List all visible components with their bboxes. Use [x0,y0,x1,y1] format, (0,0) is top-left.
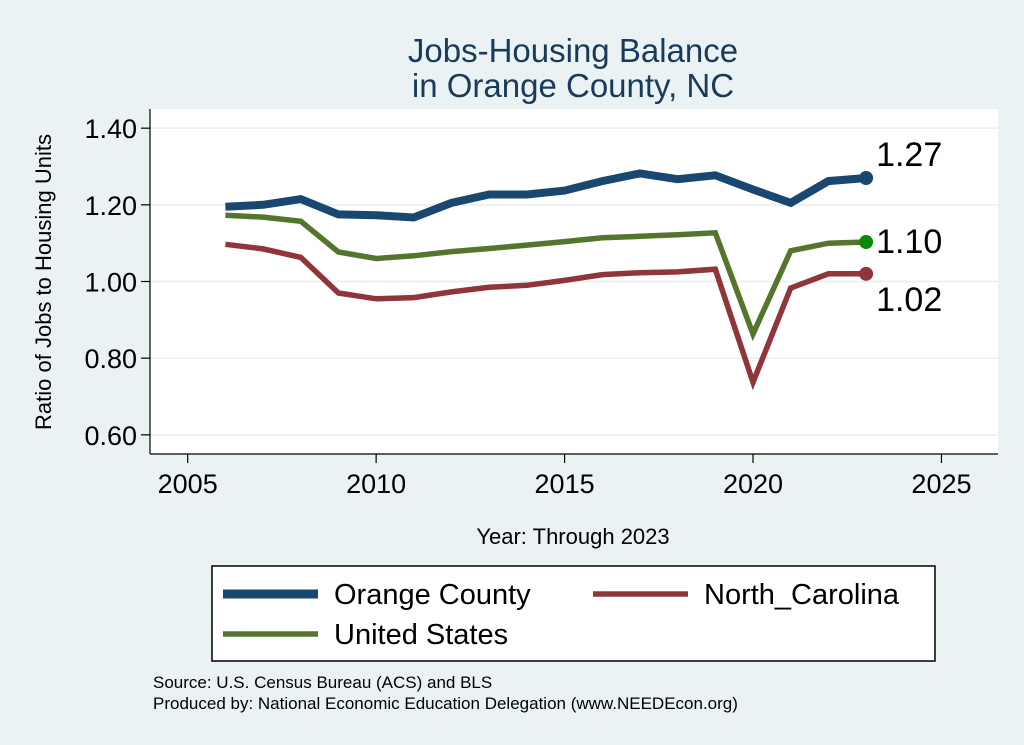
legend-label: United States [334,619,508,651]
end-label: 1.02 [876,281,942,319]
y-tick-label: 1.00 [84,268,137,298]
series-line-north-carolina [225,241,867,391]
y-tick-label: 0.80 [84,344,137,374]
legend-label: Orange County [334,579,531,611]
series-line-orange-county [225,169,867,222]
legend: Orange County North_Carolina United States [223,579,900,651]
source-line: Source: U.S. Census Bureau (ACS) and BLS [153,673,492,692]
series-line-united-states [225,212,867,342]
y-tick-label: 1.40 [84,114,137,144]
legend-label: North_Carolina [704,579,900,611]
produced-by-line: Produced by: National Economic Education… [153,694,738,713]
x-tick-label: 2015 [535,469,595,499]
chart-title-line-2: in Orange County, NC [412,67,734,104]
y-axis-title: Ratio of Jobs to Housing Units [31,134,56,430]
legend-box [211,565,936,662]
x-tick-label: 2010 [346,469,406,499]
axes: 0.60 0.80 1.00 1.20 1.40 2005 2010 2015 2020 2025 [84,109,998,499]
end-label: 1.10 [876,223,942,261]
end-label: 1.27 [876,136,942,174]
y-tick-label: 1.20 [84,191,137,221]
x-tick-label: 2005 [158,469,218,499]
end-marker [859,171,874,185]
end-marker [859,235,874,250]
series-lines [225,169,867,391]
x-tick-label: 2020 [723,469,783,499]
end-marker [859,266,874,281]
x-tick-label: 2025 [911,469,971,499]
y-tick-label: 0.60 [84,421,137,451]
x-axis-title: Year: Through 2023 [476,524,669,549]
end-markers: 1.27 1.10 1.02 [859,136,942,319]
chart-title-line-1: Jobs-Housing Balance [408,32,738,69]
